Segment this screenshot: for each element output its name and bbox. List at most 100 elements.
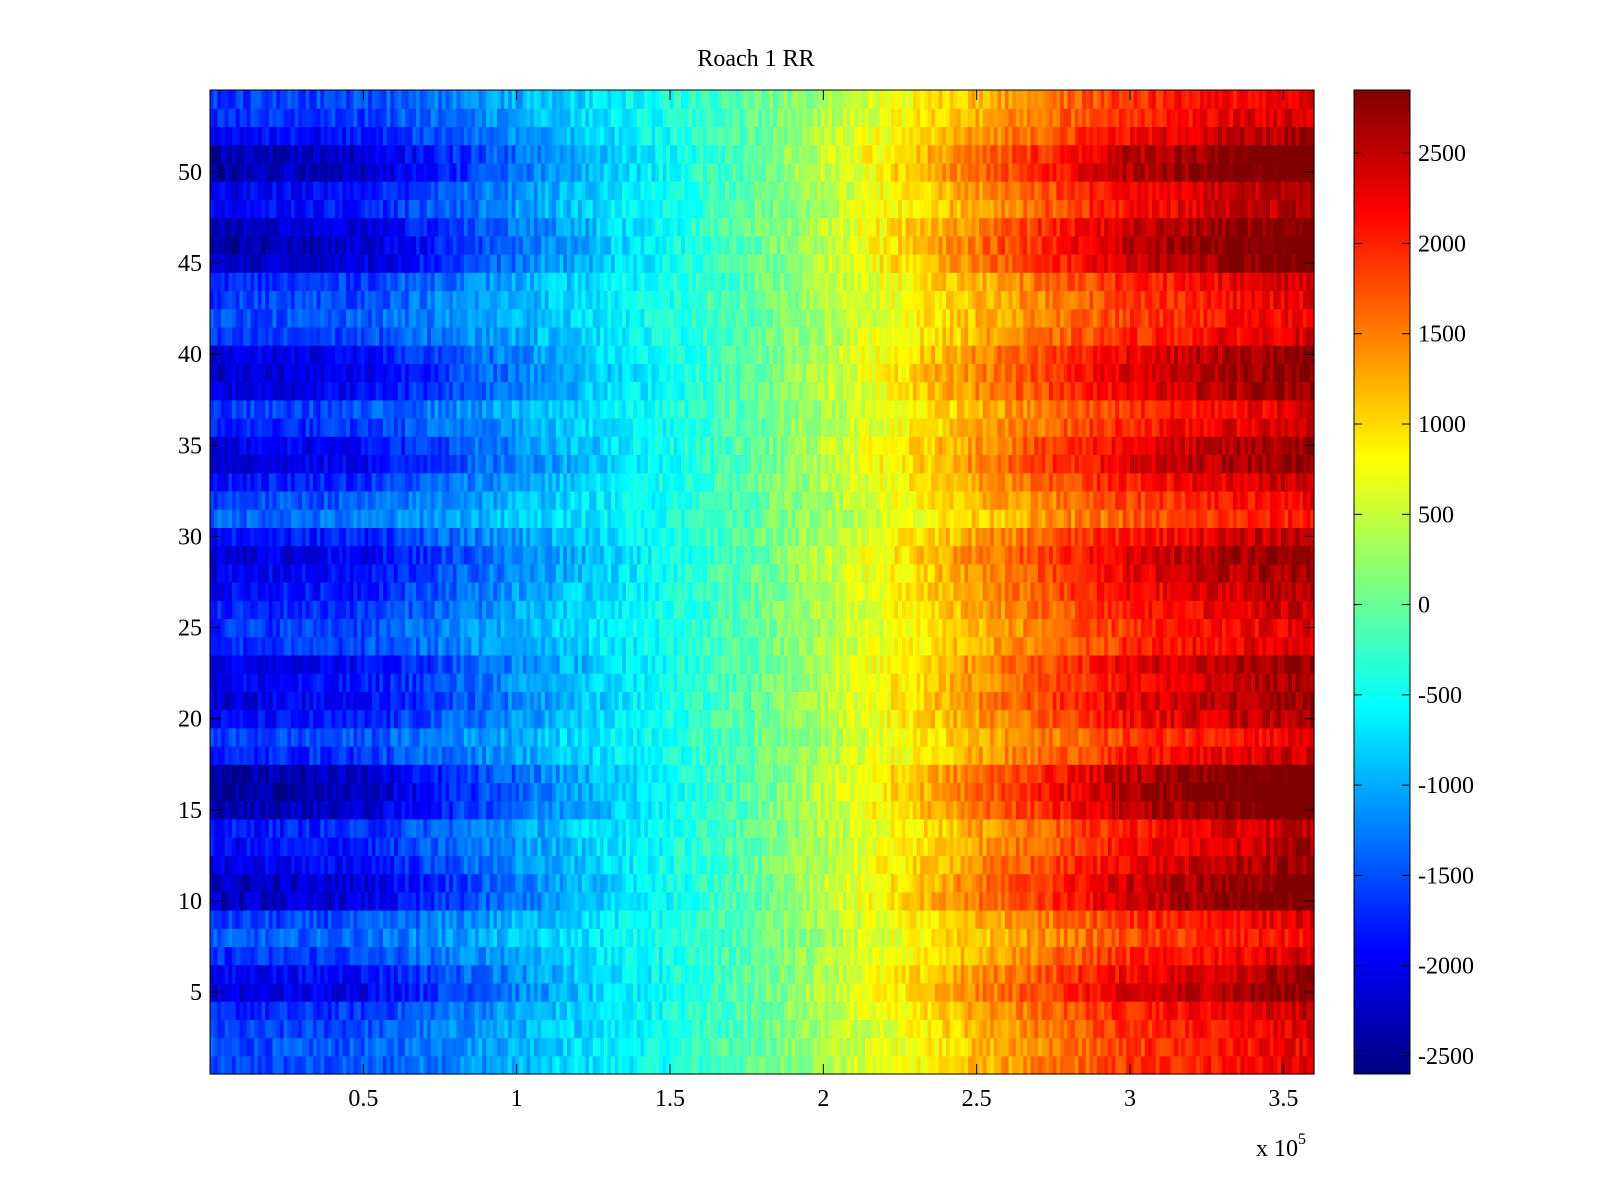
heatmap-cell [257,1055,263,1075]
heatmap-cell [1251,1037,1256,1057]
heatmap-cell [725,1055,730,1075]
heatmap-cell [430,964,436,984]
heatmap-cell [298,837,303,856]
heatmap-cell [441,1001,447,1020]
heatmap-cell [681,964,686,984]
heatmap-cell [1026,1019,1032,1039]
heatmap-cell [489,1001,494,1020]
heatmap-cell [1251,1001,1256,1020]
heatmap-cell [762,818,767,838]
heatmap-cell [865,800,870,820]
heatmap-cell [1273,873,1278,893]
heatmap-cell [817,764,822,784]
heatmap-cell [868,837,873,856]
heatmap-cell [1177,1055,1183,1075]
heatmap-cell [452,946,458,966]
heatmap-cell [725,800,730,820]
heatmap-cell [946,782,951,802]
heatmap-cell [662,855,667,875]
heatmap-cell [581,800,586,820]
heatmap-cell [327,891,333,911]
heatmap-cell [1074,946,1080,966]
heatmap-cell [1277,1037,1282,1057]
heatmap-cell [1096,1037,1102,1057]
heatmap-cell [1078,800,1083,820]
heatmap-cell [850,982,855,1002]
heatmap-cell [1306,1001,1311,1020]
heatmap-cell [1148,855,1153,875]
heatmap-cell [368,873,373,893]
heatmap-cell [714,873,719,893]
heatmap-cell [1225,910,1230,929]
heatmap-cell [879,928,885,948]
heatmap-cell [607,818,612,838]
heatmap-cell [964,910,969,929]
heatmap-cell [279,764,285,784]
heatmap-cell [912,837,918,856]
heatmap-cell [210,855,215,875]
heatmap-cell [526,764,531,784]
heatmap-cell [526,837,531,856]
heatmap-cell [239,782,244,802]
heatmap-cell [474,837,480,856]
heatmap-cell [1126,928,1131,948]
heatmap-cell [438,1019,443,1039]
heatmap-cell [338,910,344,929]
heatmap-cell [655,764,660,784]
heatmap-cell [331,800,336,820]
heatmap-cell [692,1001,697,1020]
heatmap-cell [1166,946,1172,966]
heatmap-cell [1280,1001,1286,1020]
heatmap-cell [371,818,377,838]
heatmap-cell [493,946,498,966]
heatmap-cell [923,873,929,893]
heatmap-cell [968,1037,973,1057]
heatmap-cell [257,818,263,838]
heatmap-cell [1074,982,1080,1002]
heatmap-cell [1210,782,1216,802]
heatmap-cell [1222,928,1227,948]
heatmap-cell [647,873,653,893]
heatmap-cell [324,982,329,1002]
heatmap-cell [769,855,774,875]
heatmap-cell [1177,982,1183,1002]
heatmap-cell [508,982,513,1002]
heatmap-cell [1023,873,1028,893]
heatmap-cell [629,928,634,948]
heatmap-cell [750,1055,756,1075]
heatmap-cell [1052,928,1057,948]
heatmap-cell [942,964,947,984]
heatmap-cell [526,946,531,966]
heatmap-cell [1244,1037,1249,1057]
heatmap-cell [445,1001,450,1020]
heatmap-cell [817,800,822,820]
heatmap-cell [382,764,388,784]
heatmap-cell [1082,1019,1087,1039]
heatmap-cell [846,946,851,966]
heatmap-cell [1174,910,1179,929]
heatmap-cell [423,837,428,856]
heatmap-cell [662,928,667,948]
heatmap-cell [221,1055,226,1075]
heatmap-cell [640,837,645,856]
heatmap-cell [1038,873,1043,893]
heatmap-cell [592,837,597,856]
heatmap-cell [942,800,947,820]
heatmap-cell [629,873,634,893]
heatmap-cell [754,928,759,948]
heatmap-cell [934,1055,940,1075]
heatmap-cell [309,818,314,838]
heatmap-cell [364,855,369,875]
heatmap-cell [743,782,748,802]
heatmap-cell [1148,1055,1153,1075]
heatmap-cell [946,910,951,929]
heatmap-cell [463,891,469,911]
heatmap-cell [541,946,546,966]
heatmap-cell [1236,928,1241,948]
heatmap-cell [1174,1001,1179,1020]
heatmap-cell [684,873,689,893]
heatmap-cell [923,837,929,856]
heatmap-cell [1214,1055,1219,1075]
heatmap-cell [857,764,862,784]
heatmap-cell [603,764,609,784]
